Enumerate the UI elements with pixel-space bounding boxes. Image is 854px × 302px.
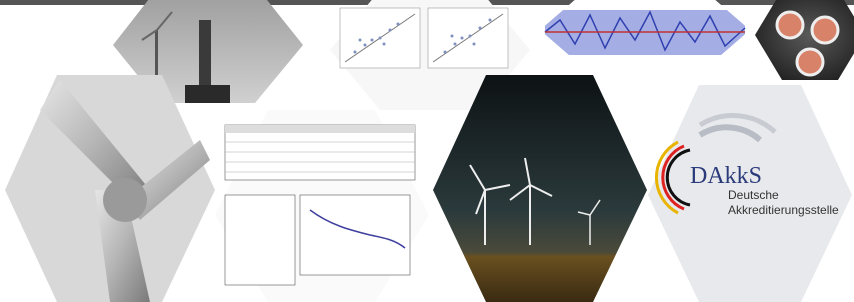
logo-name-line2: Akkreditierungsstelle bbox=[728, 203, 839, 217]
cable-photo bbox=[755, 0, 854, 80]
logo-acronym: DAkkS bbox=[690, 163, 762, 189]
dakks-logo: DAkkS Deutsche Akkreditierungsstelle bbox=[648, 85, 852, 302]
collage: DAkkS Deutsche Akkreditierungsstelle bbox=[0, 0, 854, 302]
logo-name-line1: Deutsche bbox=[728, 188, 779, 202]
report-page bbox=[215, 110, 429, 302]
signal-chart bbox=[540, 0, 750, 75]
turbine-closeup bbox=[5, 75, 215, 302]
